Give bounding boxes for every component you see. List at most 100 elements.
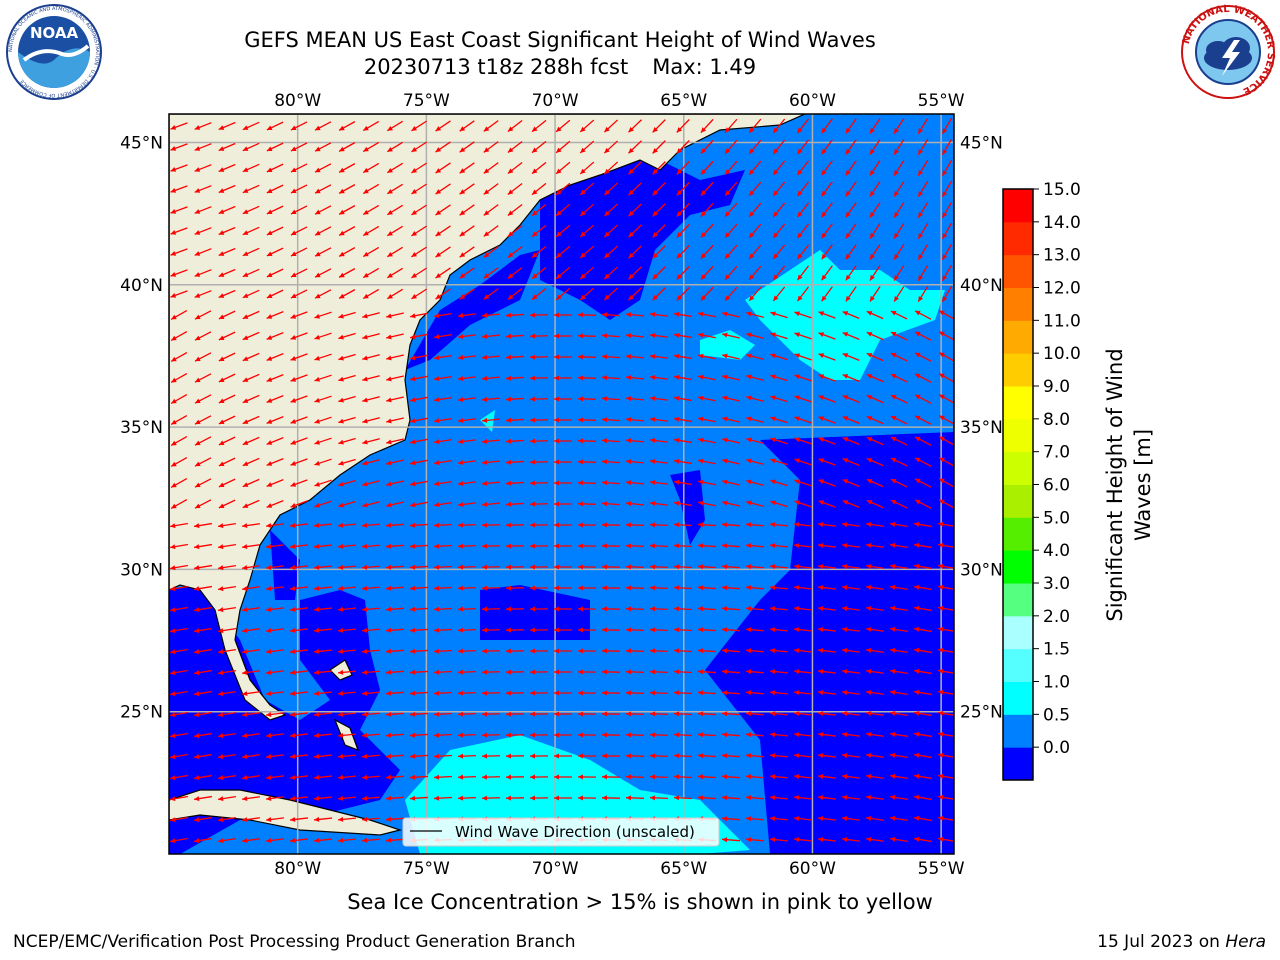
wave-arrow: [817, 564, 837, 570]
wave-arrow: [314, 500, 332, 508]
colorbar-segment: [1003, 550, 1033, 584]
wave-arrow: [603, 119, 619, 133]
wave-arrow: [218, 352, 236, 362]
wave-arrow: [266, 226, 284, 236]
wave-arrow: [770, 479, 788, 487]
wave-arrow: [770, 437, 788, 445]
wave-arrow: [796, 223, 810, 239]
wave-arrow: [194, 352, 212, 362]
wave-arrow: [674, 416, 692, 423]
wave-arrow: [241, 691, 261, 697]
wave-arrow: [649, 333, 669, 338]
wave-arrow: [433, 585, 453, 591]
wave-arrow: [865, 731, 885, 737]
wave-arrow: [601, 711, 621, 717]
wave-arrow: [914, 415, 932, 425]
wave-arrow: [698, 332, 716, 339]
wave-arrow: [362, 183, 380, 195]
wave-arrow: [821, 139, 833, 155]
wave-arrow: [748, 118, 762, 134]
wave-arrow: [194, 227, 212, 235]
wave-arrow: [938, 457, 954, 467]
colorbar-segment: [1003, 484, 1033, 518]
wave-arrow: [505, 396, 525, 402]
wave-arrow: [625, 522, 645, 528]
wave-arrow: [649, 774, 669, 780]
wave-arrow: [218, 499, 236, 509]
wave-arrow: [459, 141, 475, 153]
wave-arrow: [938, 626, 954, 632]
wave-arrow: [434, 396, 452, 403]
wave-arrow: [866, 331, 884, 341]
wave-arrow: [914, 647, 932, 654]
wave-arrow: [845, 223, 857, 239]
wave-arrow: [242, 478, 260, 488]
wave-arrow: [625, 648, 645, 654]
wave-arrow: [409, 732, 429, 738]
wave-arrow: [601, 480, 621, 486]
wave-arrow: [218, 670, 236, 676]
wave-arrow: [218, 205, 236, 215]
wave-arrow: [914, 605, 932, 612]
wave-arrow: [505, 606, 525, 612]
wave-arrow: [869, 286, 881, 302]
wave-arrow: [649, 711, 669, 717]
wave-arrow: [362, 204, 380, 216]
wave-arrow: [265, 628, 285, 633]
wave-arrow: [579, 161, 595, 175]
wave-arrow: [313, 690, 333, 696]
wave-arrow: [793, 816, 813, 822]
wave-arrow: [314, 353, 332, 361]
wave-arrow: [531, 203, 547, 217]
wave-arrow: [170, 269, 188, 277]
wave-arrow: [625, 774, 645, 780]
colorbar-segment: [1003, 418, 1033, 453]
wave-arrow: [890, 521, 908, 527]
wave-arrow: [529, 564, 549, 570]
wave-arrow: [793, 774, 813, 780]
wave-arrow: [917, 117, 929, 135]
wave-arrow: [793, 753, 813, 759]
wave-arrow: [361, 816, 381, 822]
wave-arrow: [218, 184, 236, 194]
lon-label-bottom: 70°W: [532, 859, 579, 879]
wave-arrow: [553, 753, 573, 759]
wave-arrow: [577, 501, 597, 507]
wave-arrow: [385, 732, 405, 738]
wave-arrow: [314, 268, 332, 278]
wave-arrow: [241, 607, 261, 613]
wave-arrow: [793, 585, 813, 591]
wave-arrow: [409, 648, 429, 654]
wave-arrow: [772, 202, 786, 218]
wave-arrow: [265, 544, 285, 549]
wave-arrow: [338, 311, 356, 319]
wave-arrow: [338, 395, 356, 403]
wave-arrow: [457, 418, 477, 423]
wave-arrow: [314, 479, 332, 487]
wave-arrow: [793, 732, 813, 738]
wave-arrow: [938, 563, 954, 569]
wave-arrow: [194, 606, 212, 613]
wave-arrow: [748, 265, 762, 281]
wave-arrow: [818, 395, 836, 403]
wave-arrow: [697, 711, 717, 717]
wave-arrow: [769, 837, 789, 843]
wave-arrow: [529, 795, 549, 801]
wave-arrow: [433, 711, 453, 717]
wave-arrow: [241, 670, 261, 676]
wave-arrow: [866, 415, 884, 425]
sea-ice-caption: Sea Ice Concentration > 15% is shown in …: [347, 890, 933, 914]
wave-arrow: [601, 606, 621, 612]
wave-arrow: [362, 246, 380, 258]
wave-arrow: [194, 248, 212, 256]
wave-arrow: [770, 458, 788, 466]
wave-arrow: [265, 565, 285, 570]
lon-label-bottom: 55°W: [918, 859, 965, 879]
wave-arrow: [411, 204, 427, 216]
wave-arrow: [745, 543, 765, 549]
wave-arrow: [577, 375, 597, 381]
wave-arrow: [601, 669, 621, 675]
wave-arrow: [529, 648, 549, 654]
wave-arrow: [865, 710, 885, 716]
wave-arrow: [411, 120, 427, 132]
